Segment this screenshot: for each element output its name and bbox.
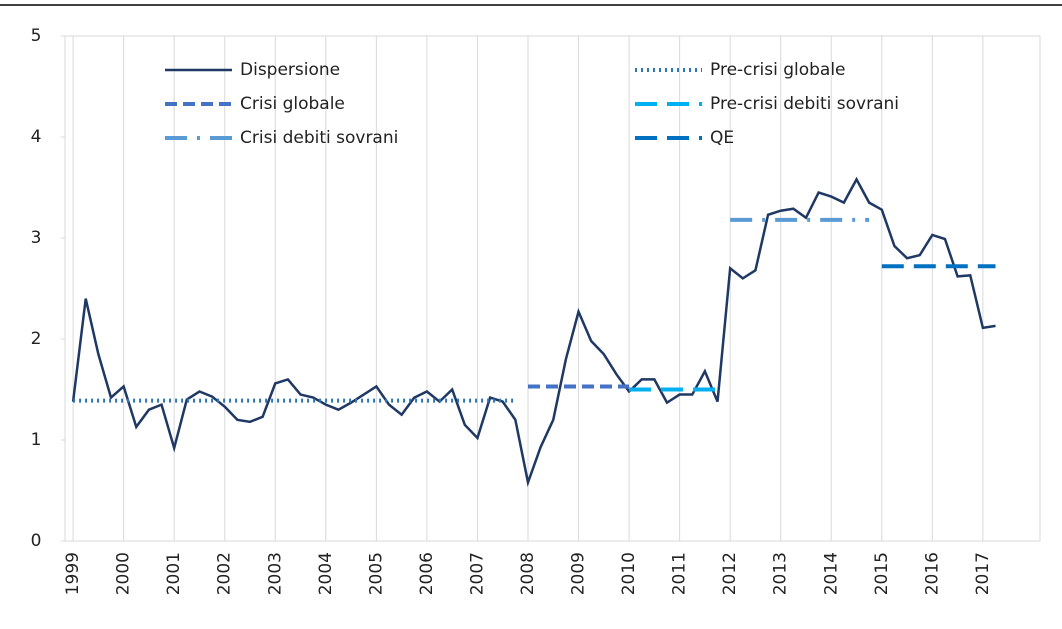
plot-frame <box>64 35 1041 542</box>
y-tick-label: 1 <box>31 430 42 450</box>
x-tick-label: 2013 <box>771 552 791 595</box>
x-tick-label: 2004 <box>316 552 336 595</box>
x-tick-label: 2012 <box>720 552 740 595</box>
legend-label: Pre-crisi globale <box>710 60 846 80</box>
legend-label: Crisi debiti sovrani <box>240 128 398 148</box>
y-tick-label: 5 <box>31 26 42 46</box>
x-tick-label: 2009 <box>569 552 589 595</box>
x-tick-label: 2002 <box>215 552 235 595</box>
x-tick-label: 2000 <box>114 552 134 595</box>
legend-label: Pre-crisi debiti sovrani <box>710 94 899 114</box>
x-tick-label: 2017 <box>973 552 993 595</box>
y-tick-label: 2 <box>31 329 42 349</box>
x-tick-label: 2011 <box>670 552 690 595</box>
x-tick-label: 2003 <box>265 552 285 595</box>
series-line <box>71 176 996 488</box>
y-tick-label: 0 <box>31 531 42 551</box>
legend-label: Crisi globale <box>240 94 345 114</box>
x-tick-label: 2015 <box>872 552 892 595</box>
x-tick-label: 2005 <box>366 552 386 595</box>
y-tick-label: 4 <box>31 127 42 147</box>
x-tick-label: 2008 <box>518 552 538 595</box>
legend-label: Dispersione <box>240 60 340 80</box>
x-tick-label: 2007 <box>467 552 487 595</box>
x-tick-label: 1999 <box>63 552 83 595</box>
x-tick-label: 2001 <box>164 552 184 595</box>
y-tick-label: 3 <box>31 228 42 248</box>
x-tick-label: 2010 <box>619 552 639 595</box>
x-tick-label: 2014 <box>821 552 841 595</box>
x-tick-label: 2006 <box>417 552 437 595</box>
x-tick-label: 2016 <box>922 552 942 595</box>
legend-label: QE <box>710 128 734 148</box>
